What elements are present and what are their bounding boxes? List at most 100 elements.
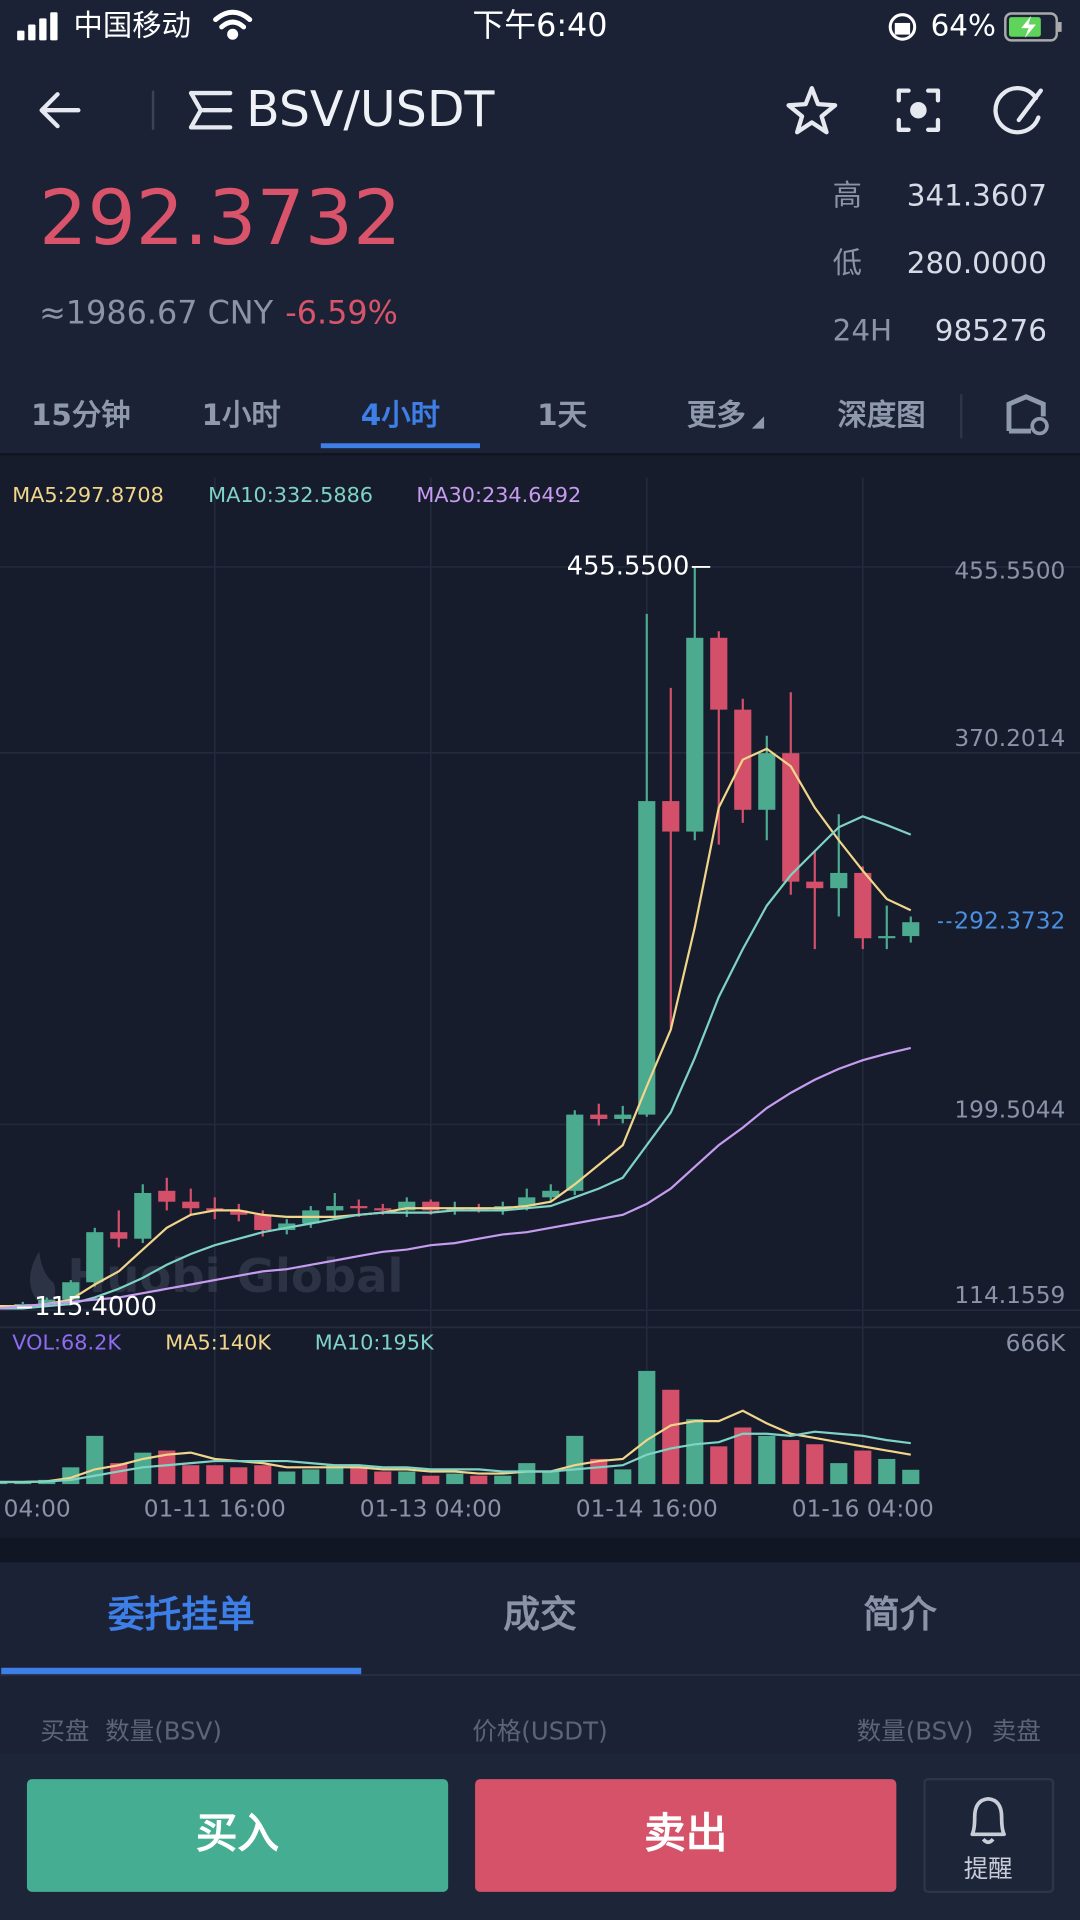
candle-body — [878, 936, 896, 939]
back-button[interactable] — [39, 92, 81, 129]
sell-button[interactable] — [475, 1779, 897, 1892]
screenshot-icon[interactable] — [896, 88, 941, 132]
buy-label: 买入 — [196, 1809, 280, 1858]
volume-bar — [686, 1419, 704, 1485]
volume-bar — [422, 1475, 440, 1485]
ma-line — [0, 815, 912, 1310]
volume-bar — [110, 1463, 128, 1485]
order-header: 买盘 — [40, 1717, 89, 1746]
candle-body — [182, 1201, 200, 1209]
candle-body — [854, 872, 872, 939]
volume-bar — [302, 1469, 320, 1485]
x-tick-label: 04:00 — [4, 1495, 71, 1522]
signal-icon — [17, 12, 58, 41]
candle-body — [542, 1190, 560, 1198]
y-tick-label: 114.1559 — [954, 1282, 1065, 1309]
buy-button[interactable] — [26, 1779, 449, 1892]
favorite-icon[interactable] — [786, 86, 838, 135]
wifi-icon — [213, 9, 253, 40]
candle-body — [326, 1206, 344, 1211]
candle-body — [422, 1201, 440, 1211]
candle-body — [902, 922, 920, 937]
candle-body — [782, 753, 800, 882]
lock-icon — [888, 13, 917, 41]
menu-icon[interactable] — [188, 90, 233, 130]
candle-body — [614, 1114, 632, 1119]
volume-bar — [518, 1463, 536, 1485]
candle-body — [62, 1282, 80, 1300]
legend-entry: MA10:332.5886 — [208, 483, 373, 507]
chart-settings-icon[interactable] — [1006, 394, 1046, 434]
volume-bar — [638, 1370, 656, 1485]
last-price: 292.3732 — [39, 174, 401, 262]
stat-label: 低 — [833, 246, 862, 280]
battery-percent: 64% — [931, 8, 996, 42]
dropdown-triangle — [751, 416, 765, 429]
stat-label: 高 — [833, 179, 862, 213]
candle-body — [830, 872, 848, 889]
share-icon[interactable] — [993, 86, 1043, 135]
volume-legend: VOL:68.2K — [12, 1330, 122, 1354]
candle-body — [14, 1304, 32, 1306]
volume-bar — [350, 1467, 368, 1485]
chart-bg — [0, 455, 1080, 1538]
candle-body — [566, 1114, 584, 1191]
volume-bar — [830, 1463, 848, 1485]
carrier: 中国移动 — [73, 8, 191, 42]
chart: 114.1559 199.5044 370.2014 455.5500 04:00 01-… — [0, 477, 1080, 1522]
chart-settings-icon — [1030, 416, 1049, 436]
volume-bar — [230, 1467, 248, 1485]
candle-body — [86, 1232, 104, 1283]
candle-body — [398, 1201, 416, 1211]
tab[interactable]: 委托挂单 — [108, 1593, 255, 1636]
volume-bar — [806, 1444, 824, 1485]
max-label: 455.5500 — [567, 551, 690, 581]
tab[interactable]: 简介 — [863, 1593, 937, 1636]
candle-body — [110, 1232, 128, 1239]
volume-bar — [878, 1458, 896, 1485]
ma-line — [0, 747, 912, 1308]
period-tabs: 15分钟 1小时 4小时 1天 更多 深度图 — [31, 394, 1049, 449]
volume-bar — [662, 1389, 680, 1485]
ma-line — [0, 1046, 912, 1310]
alert-label: 提醒 — [964, 1854, 1013, 1883]
order-header: 数量(BSV) — [105, 1717, 222, 1746]
period-tab[interactable]: 深度图 — [838, 398, 926, 432]
stats: 高 341.3607 低 280.0000 24H 985276 — [833, 179, 1047, 348]
pair-title: BSV/USDT — [246, 81, 495, 138]
candle-body — [758, 753, 776, 810]
period-tab[interactable]: 1天 — [537, 398, 587, 432]
period-tab[interactable]: 1小时 — [202, 398, 281, 432]
volume-bar — [734, 1427, 752, 1485]
change-percent: -6.59% — [285, 294, 398, 332]
candle-body — [350, 1206, 368, 1209]
active-underline — [1, 1667, 362, 1676]
candle-body — [230, 1210, 248, 1215]
stat-label: 24H — [833, 313, 892, 347]
battery-icon — [1004, 12, 1062, 42]
y-tick-label: 199.5044 — [954, 1096, 1065, 1123]
tab[interactable]: 成交 — [503, 1593, 577, 1636]
volume-bar — [566, 1435, 584, 1485]
volume-bar — [494, 1475, 512, 1485]
candle-body — [518, 1197, 536, 1207]
bottom-tabs: 委托挂单 成交 简介 — [1, 1593, 937, 1676]
candle-body — [38, 1299, 56, 1305]
y-tick-label: 455.5500 — [954, 558, 1065, 585]
stat-value: 280.0000 — [907, 246, 1047, 280]
volume-bar — [206, 1465, 224, 1485]
volume-bar — [854, 1450, 872, 1485]
legend-entry: MA5:297.8708 — [12, 483, 164, 507]
legend-entry: MA5:140K — [165, 1330, 272, 1354]
x-tick-label: 01-13 04:00 — [360, 1495, 502, 1522]
period-tab[interactable]: 更多 — [687, 398, 746, 432]
period-tab[interactable]: 4小时 — [361, 398, 440, 432]
min-label: 115.4000 — [34, 1292, 157, 1322]
alert-button[interactable] — [923, 1777, 1055, 1894]
period-tab[interactable]: 15分钟 — [31, 398, 131, 432]
volume-bar — [278, 1471, 296, 1485]
candle-body — [806, 881, 824, 889]
volume-ma-line — [0, 1430, 911, 1484]
candle-body — [710, 637, 728, 710]
